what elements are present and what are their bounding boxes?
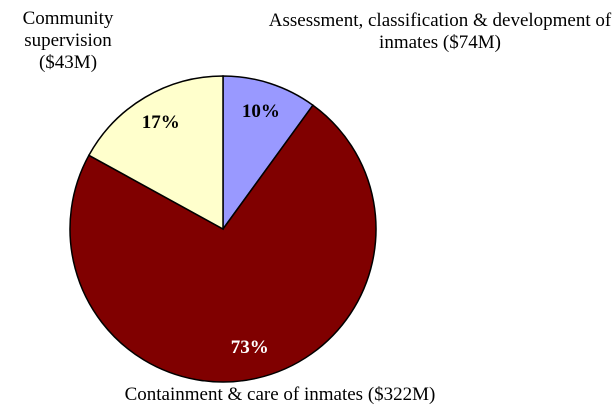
value-label: 17% — [142, 112, 180, 133]
pie-slice — [69, 104, 377, 383]
category-label: Assessment, classification & development… — [268, 10, 612, 53]
category-label: Community supervision ($43M) — [22, 8, 114, 73]
pie-slice — [87, 75, 224, 231]
category-label: Containment & care of inmates ($322M) — [124, 384, 436, 405]
value-label: 10% — [242, 101, 280, 122]
pie-slice — [222, 75, 314, 232]
value-label: 73% — [231, 337, 269, 358]
